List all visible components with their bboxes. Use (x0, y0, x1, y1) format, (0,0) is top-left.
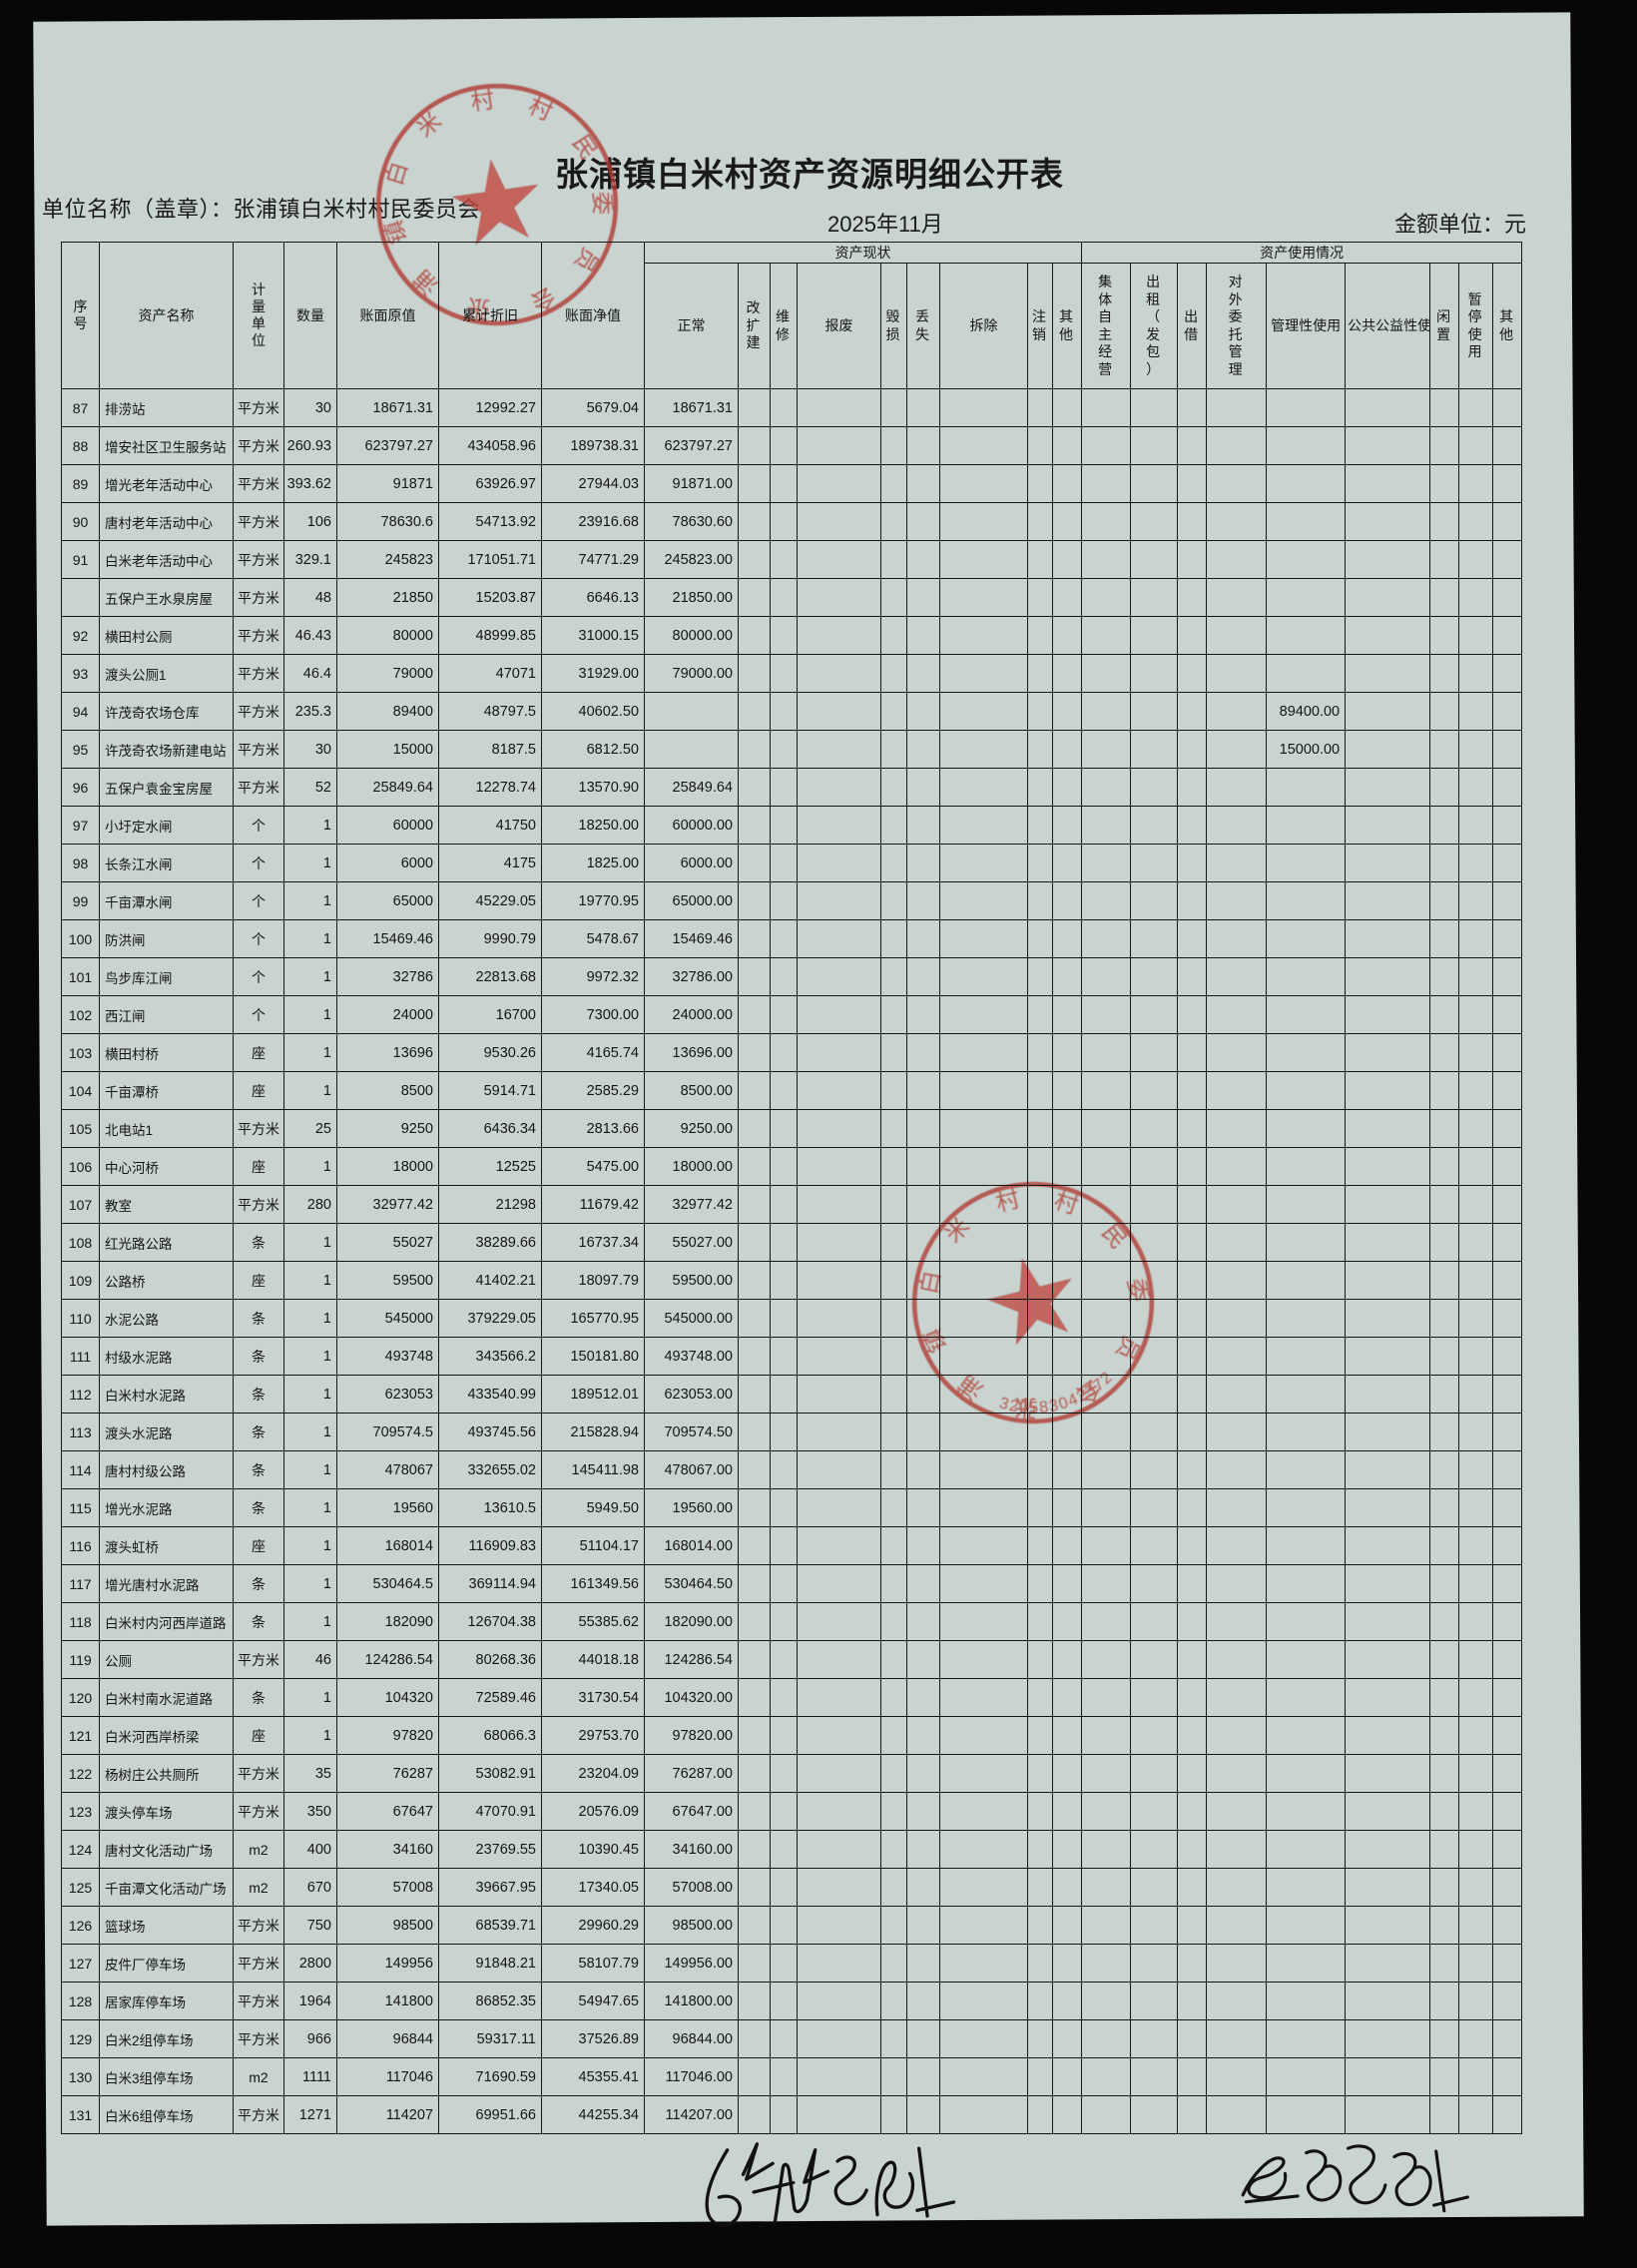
svg-text:委: 委 (589, 192, 615, 216)
svg-text:村: 村 (469, 86, 496, 115)
svg-text:白: 白 (381, 159, 413, 189)
svg-text:民: 民 (568, 130, 603, 164)
svg-text:米: 米 (411, 107, 446, 142)
